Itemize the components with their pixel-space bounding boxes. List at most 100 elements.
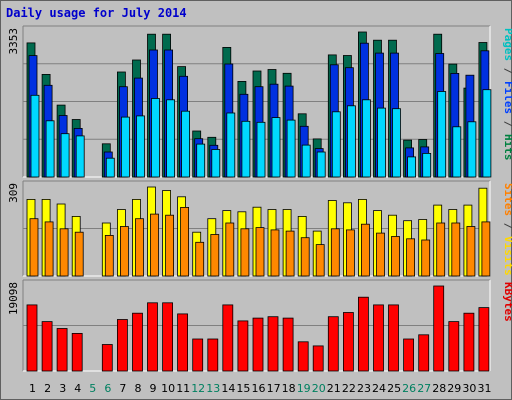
- bar-pages-day-31: [482, 89, 492, 178]
- bar-sites-day-19: [300, 237, 310, 277]
- bar-pages-day-7: [121, 116, 130, 178]
- bar-sites-day-9: [150, 213, 159, 277]
- bar-sites-day-26: [406, 238, 416, 277]
- bar-pages-day-14: [226, 112, 236, 178]
- bar-sites-day-23: [360, 223, 370, 277]
- bar-pages-day-26: [407, 156, 417, 178]
- bar-sites-day-17: [270, 229, 280, 277]
- bar-sites-day-15: [240, 228, 250, 277]
- bar-kbytes-day-6: [101, 344, 113, 372]
- bar-pages-day-11: [181, 110, 191, 178]
- bar-pages-day-15: [241, 120, 251, 178]
- panel-middle-scale-label: 309: [7, 183, 20, 203]
- bar-sites-day-10: [165, 214, 175, 277]
- panel-middle-legend: Sites / Visits: [502, 183, 512, 276]
- bar-kbytes-day-4: [71, 332, 83, 372]
- chart-title: Daily usage for July 2014: [6, 6, 187, 20]
- x-tick-label-8: 8: [135, 382, 142, 395]
- x-tick-label-30: 30: [462, 382, 476, 395]
- x-tick-label-23: 23: [357, 382, 371, 395]
- legend-entry: /: [502, 216, 512, 236]
- bar-sites-day-11: [180, 206, 190, 277]
- bar-kbytes-day-16: [252, 317, 264, 372]
- bar-sites-day-14: [225, 222, 235, 277]
- x-tick-label-17: 17: [267, 382, 281, 395]
- bar-sites-day-28: [436, 222, 446, 277]
- bar-pages-day-21: [331, 111, 341, 178]
- bar-sites-day-31: [481, 221, 491, 277]
- bar-pages-day-9: [151, 98, 160, 178]
- x-tick-label-22: 22: [342, 382, 356, 395]
- bar-sites-day-7: [120, 226, 129, 277]
- legend-entry: Files: [502, 81, 512, 114]
- x-tick-label-21: 21: [327, 382, 341, 395]
- bar-kbytes-day-31: [478, 307, 490, 372]
- bar-sites-day-25: [391, 236, 400, 277]
- bar-pages-day-29: [452, 126, 462, 178]
- bar-pages-day-22: [346, 105, 356, 178]
- legend-entry: KBytes: [502, 282, 512, 322]
- legend-entry: Pages: [502, 28, 512, 61]
- bar-sites-day-4: [74, 231, 84, 277]
- x-tick-label-2: 2: [44, 382, 51, 395]
- bar-sites-day-30: [466, 226, 476, 277]
- bar-sites-day-2: [44, 221, 54, 277]
- bar-kbytes-day-30: [463, 312, 475, 372]
- bar-kbytes-day-25: [388, 304, 399, 372]
- bar-pages-day-8: [136, 115, 145, 178]
- bar-kbytes-day-9: [147, 302, 158, 372]
- x-tick-label-14: 14: [221, 382, 235, 395]
- x-tick-label-12: 12: [191, 382, 205, 395]
- x-tick-label-28: 28: [432, 382, 446, 395]
- x-tick-label-16: 16: [252, 382, 266, 395]
- bar-kbytes-day-7: [117, 319, 128, 372]
- bar-kbytes-day-20: [312, 345, 324, 372]
- x-tick-label-29: 29: [447, 382, 461, 395]
- legend-entry: /: [502, 61, 512, 81]
- x-tick-label-4: 4: [74, 382, 81, 395]
- x-tick-label-24: 24: [372, 382, 386, 395]
- bar-pages-day-17: [271, 117, 281, 178]
- bar-sites-day-27: [421, 239, 431, 277]
- x-tick-label-6: 6: [104, 382, 111, 395]
- x-tick-label-25: 25: [387, 382, 401, 395]
- x-tick-label-3: 3: [59, 382, 66, 395]
- x-tick-label-18: 18: [282, 382, 296, 395]
- bar-kbytes-day-11: [177, 313, 189, 372]
- bar-pages-day-2: [45, 120, 55, 178]
- bar-sites-day-21: [330, 228, 340, 277]
- bar-sites-day-18: [285, 230, 295, 277]
- bar-pages-day-6: [105, 157, 115, 178]
- bar-sites-day-6: [104, 234, 114, 277]
- bar-pages-day-24: [377, 107, 386, 178]
- bar-pages-day-10: [166, 99, 176, 178]
- x-tick-label-9: 9: [150, 382, 157, 395]
- bar-pages-day-18: [286, 119, 296, 178]
- bar-pages-day-1: [30, 94, 40, 178]
- bar-kbytes-day-21: [327, 316, 339, 372]
- bar-pages-day-20: [316, 151, 326, 178]
- x-tick-label-26: 26: [402, 382, 416, 395]
- x-tick-label-11: 11: [176, 382, 190, 395]
- panel-top-legend: Pages / Files / Hits: [502, 28, 512, 161]
- bar-kbytes-day-14: [222, 304, 234, 372]
- bar-kbytes-day-19: [297, 341, 309, 372]
- bar-pages-day-25: [392, 108, 401, 178]
- bar-kbytes-day-29: [448, 321, 460, 372]
- x-tick-label-7: 7: [119, 382, 126, 395]
- x-tick-label-10: 10: [161, 382, 175, 395]
- bar-kbytes-day-23: [357, 296, 369, 372]
- bar-kbytes-day-15: [237, 320, 249, 372]
- bar-sites-day-16: [255, 227, 265, 277]
- bar-pages-day-19: [301, 144, 311, 178]
- bar-kbytes-day-27: [418, 334, 430, 372]
- panel-top-scale-label: 3353: [7, 28, 20, 55]
- legend-entry: Sites: [502, 183, 512, 216]
- bar-pages-day-12: [196, 143, 206, 178]
- bar-pages-day-27: [422, 152, 432, 178]
- x-tick-label-19: 19: [297, 382, 311, 395]
- bar-pages-day-4: [75, 135, 85, 178]
- bar-pages-day-28: [437, 91, 447, 178]
- bar-sites-day-20: [315, 244, 325, 277]
- bar-sites-day-22: [345, 229, 355, 277]
